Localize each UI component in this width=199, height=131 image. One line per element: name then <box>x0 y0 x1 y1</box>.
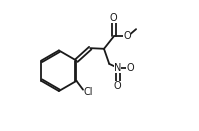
Text: O: O <box>110 13 118 23</box>
Text: O: O <box>114 81 122 91</box>
Text: Cl: Cl <box>84 87 93 97</box>
Text: O: O <box>126 63 134 73</box>
Text: N: N <box>114 63 121 73</box>
Text: O: O <box>123 31 131 41</box>
